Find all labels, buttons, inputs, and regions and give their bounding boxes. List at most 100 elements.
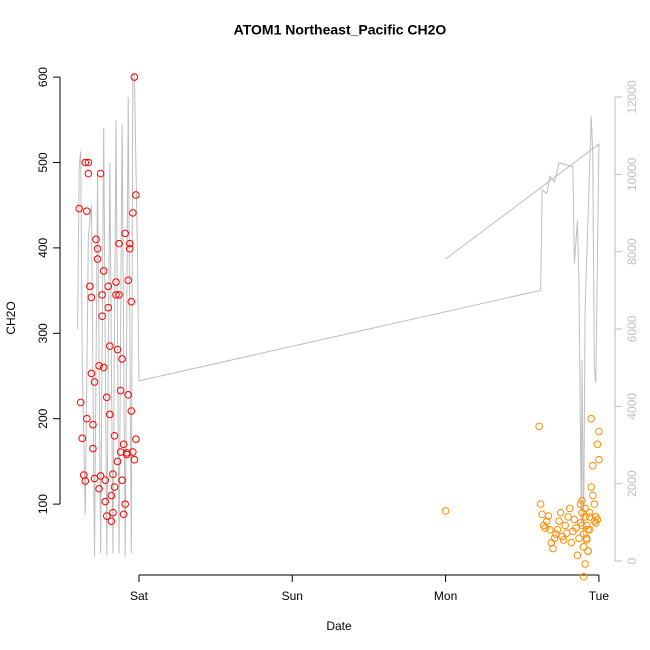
point: [112, 278, 120, 286]
point: [119, 510, 128, 519]
point: [121, 229, 129, 238]
point: [104, 303, 113, 312]
point: [592, 519, 600, 527]
point: [570, 515, 579, 524]
y2-tick-label: 2000: [625, 470, 639, 497]
point: [112, 291, 120, 299]
point: [572, 524, 580, 532]
y2-tick-label: 0: [625, 557, 639, 564]
point: [84, 169, 93, 178]
point: [578, 496, 586, 505]
point: [107, 491, 116, 500]
point: [101, 497, 110, 506]
point: [115, 239, 123, 248]
point: [93, 255, 102, 263]
point: [113, 457, 122, 466]
point: [584, 525, 592, 534]
point: [110, 483, 119, 491]
point: [125, 244, 134, 253]
point: [109, 470, 117, 479]
point: [115, 291, 123, 299]
point: [581, 513, 589, 521]
x-tick-label: Tue: [589, 589, 610, 603]
point: [90, 474, 99, 483]
y2-tick-label: 10000: [625, 157, 639, 191]
point: [546, 525, 554, 534]
point: [544, 512, 553, 520]
y2-tick-label: 6000: [625, 315, 639, 342]
point: [98, 291, 106, 299]
point: [593, 440, 602, 449]
point: [76, 398, 85, 407]
point: [132, 435, 140, 444]
point: [585, 525, 594, 534]
point: [99, 363, 108, 372]
point: [101, 476, 110, 484]
point: [119, 440, 128, 449]
point: [561, 521, 569, 530]
point: [550, 534, 559, 543]
chart-title: ATOM1 Northeast_Pacific CH2O: [234, 22, 447, 38]
point: [555, 517, 563, 525]
point: [92, 235, 100, 244]
y-axis-label: CH2O: [4, 301, 18, 334]
point: [104, 282, 113, 291]
point: [84, 158, 93, 167]
y-tick-label: 500: [36, 152, 50, 172]
point: [106, 342, 114, 350]
point: [113, 345, 122, 354]
point: [106, 410, 114, 419]
point: [587, 414, 596, 423]
point: [124, 390, 133, 399]
point: [584, 547, 592, 555]
point: [581, 560, 589, 568]
point: [116, 386, 125, 395]
point: [124, 276, 133, 285]
y-tick-label: 600: [36, 67, 50, 87]
point: [576, 500, 585, 508]
x-tick-label: Sat: [130, 589, 149, 603]
y2-tick-label: 12000: [625, 80, 639, 114]
point: [588, 461, 597, 470]
y2-tick-label: 4000: [625, 393, 639, 420]
point: [593, 515, 602, 524]
point: [578, 521, 586, 530]
point: [127, 297, 136, 306]
x-tick-label: Mon: [434, 589, 457, 603]
point: [118, 476, 126, 484]
point: [536, 500, 545, 508]
point: [535, 422, 543, 431]
point: [588, 491, 597, 500]
x-axis-label: Date: [326, 619, 352, 633]
point: [582, 536, 591, 544]
line: [77, 73, 600, 558]
point: [87, 293, 96, 302]
point: [587, 483, 596, 491]
point: [89, 444, 97, 453]
point: [567, 538, 576, 547]
point: [96, 169, 105, 178]
y-tick-label: 400: [36, 238, 50, 258]
point: [585, 508, 594, 517]
point: [562, 529, 571, 537]
y-tick-label: 100: [36, 494, 50, 514]
point: [581, 504, 589, 513]
y2-tick-label: 8000: [625, 238, 639, 265]
point: [107, 517, 116, 525]
point: [83, 207, 91, 215]
y-tick-label: 200: [36, 408, 50, 428]
point: [81, 477, 90, 485]
x-tick-label: Sun: [282, 589, 303, 603]
point: [102, 393, 111, 402]
point: [132, 191, 140, 199]
point: [579, 572, 588, 581]
point: [549, 544, 557, 553]
point: [590, 500, 599, 508]
point: [595, 455, 603, 464]
point: [90, 378, 99, 386]
point: [573, 551, 582, 560]
point: [78, 434, 87, 443]
point: [89, 420, 97, 429]
point: [565, 504, 574, 513]
point: [553, 525, 562, 534]
